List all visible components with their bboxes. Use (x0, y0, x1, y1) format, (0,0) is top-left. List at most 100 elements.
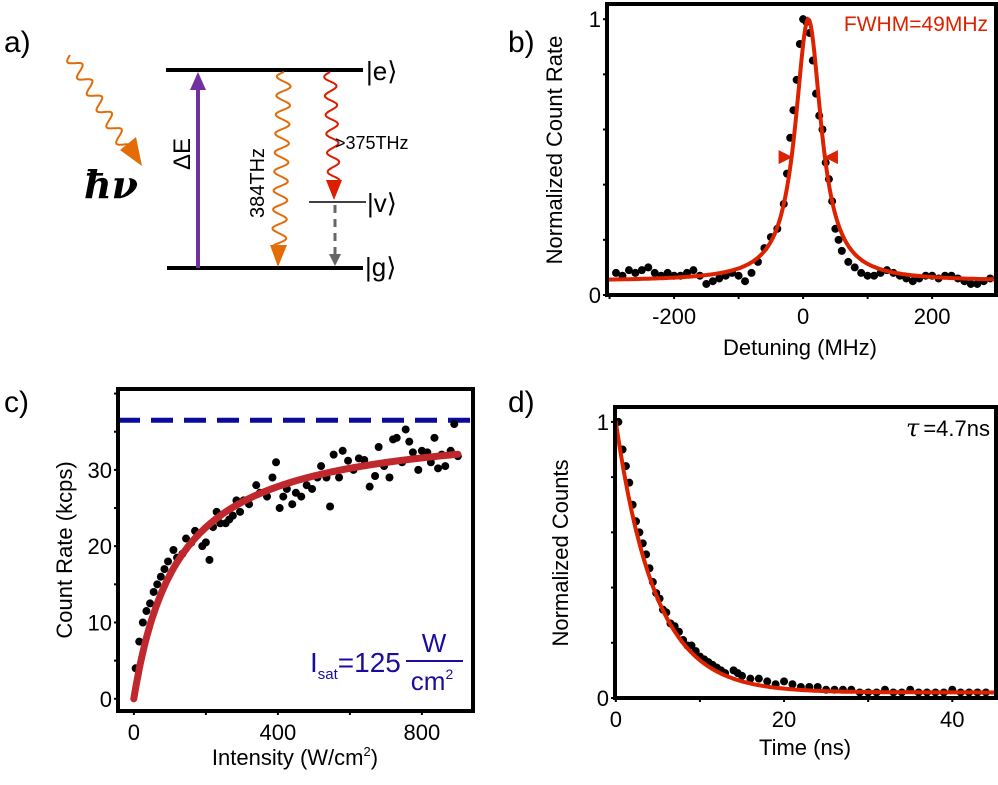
data-point (857, 268, 866, 277)
x-tick-label: 400 (259, 720, 296, 745)
data-point (788, 680, 797, 689)
fwhm-annotation: FWHM=49MHz (844, 13, 988, 36)
panel-label-d: d) (508, 386, 535, 419)
excitation-arrowhead (190, 72, 206, 90)
data-point (160, 565, 169, 574)
relaxation-arrowhead (329, 254, 341, 266)
data-point (631, 268, 640, 277)
data-point (844, 257, 853, 266)
data-point (754, 674, 763, 683)
plot-area (607, 15, 996, 288)
data-point (430, 433, 439, 442)
y-tick-label: 20 (88, 534, 112, 559)
data-point (763, 677, 772, 686)
data-point (297, 492, 306, 501)
data-point (385, 473, 394, 482)
plot-frame (613, 405, 998, 700)
data-point (637, 266, 646, 275)
data-point (837, 246, 846, 255)
data-point (863, 271, 872, 280)
vibrational-state-label: |v⟩ (367, 188, 397, 218)
data-point (164, 557, 173, 566)
isat-annotation: Isat=125 (310, 647, 401, 683)
data-point (408, 448, 417, 457)
data-point (401, 425, 410, 434)
zpl-frequency-label: 384THz (247, 148, 269, 218)
x-axis-label: Intensity (W/cm2) (212, 744, 378, 770)
x-tick-label: 40 (940, 707, 964, 732)
data-point (365, 482, 374, 491)
panel-label-b: b) (508, 26, 535, 59)
y-tick-label: 0 (589, 283, 601, 308)
data-point (338, 446, 347, 455)
psb-frequency-label: >375THz (335, 133, 409, 153)
data-point (288, 500, 297, 509)
y-axis-label: Count Rate (kcps) (52, 461, 77, 638)
data-point (708, 277, 717, 286)
fit-curve (615, 419, 996, 695)
x-tick-label: 0 (610, 707, 622, 732)
data-point (169, 546, 178, 554)
data-point (326, 502, 335, 511)
plot-frame (116, 387, 475, 713)
tau-annotation: τ =4.7ns (906, 414, 990, 442)
y-tick-label: 0 (597, 686, 609, 711)
data-point (973, 279, 982, 288)
y-tick-label: 10 (88, 610, 112, 635)
x-tick-label: 800 (404, 720, 441, 745)
y-axis-label: Normalized Count Rate (542, 36, 567, 265)
plot-frame (605, 2, 998, 297)
data-point (715, 274, 724, 283)
fwhm-marker-right (823, 150, 838, 165)
energy-level-diagram: |e⟩ |v⟩ |g⟩ ΔE 384THz >375THz ħν (66, 54, 409, 282)
isat-symbol: I (310, 647, 318, 678)
data-point (834, 235, 843, 244)
data-point (371, 471, 380, 480)
x-tick-label: 200 (914, 304, 951, 329)
data-point (624, 266, 633, 275)
y-tick-label: 0 (100, 687, 112, 712)
data-point (850, 263, 859, 272)
x-tick-label: -200 (652, 304, 696, 329)
data-point (441, 462, 450, 471)
data-point (746, 674, 755, 683)
data-point (149, 587, 158, 596)
unit-denominator-sup: 2 (445, 666, 453, 682)
data-point (228, 511, 237, 520)
tau-symbol: τ (906, 414, 920, 442)
plot-area (615, 417, 996, 697)
data-point (870, 271, 879, 280)
x-axis-label: Detuning (MHz) (723, 335, 877, 360)
isat-subscript: sat (318, 666, 339, 683)
data-point (279, 492, 288, 501)
data-point (236, 507, 245, 516)
chart-panel-d: 0 20 40 0 1 Time (ns) Normalized Counts τ =4.7ns (548, 405, 998, 760)
panel-label-a: a) (4, 26, 31, 59)
data-point (138, 618, 147, 627)
ground-state-label: |g⟩ (365, 252, 396, 282)
data-point (450, 420, 459, 429)
data-point (650, 268, 659, 277)
data-point (702, 279, 711, 288)
photon-energy-label: ħν (84, 162, 138, 207)
data-point (374, 442, 383, 451)
incoming-photon-arrowhead (120, 137, 142, 166)
x-tick-label: 20 (772, 707, 796, 732)
x-axis-label-sup: 2 (364, 744, 371, 759)
zpl-emission-arrowhead (270, 245, 287, 267)
data-point (687, 641, 696, 650)
chart-panel-b: -200 0 200 0 1 Detuning (MHz) Normalized Count… (542, 2, 998, 360)
data-point (317, 462, 326, 471)
data-point (741, 277, 750, 286)
fwhm-marker-left (778, 150, 793, 165)
x-tick-label: 0 (797, 304, 809, 329)
fit-curve (130, 450, 462, 703)
data-point (734, 271, 743, 280)
data-point (392, 433, 401, 442)
data-point (272, 458, 281, 467)
x-axis-label-end: ) (371, 745, 378, 770)
panel-label-c: c) (4, 386, 29, 419)
